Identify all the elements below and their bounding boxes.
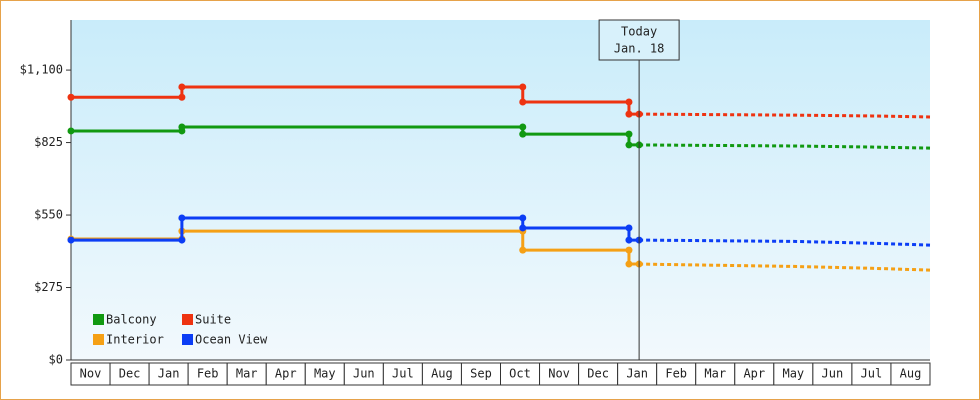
x-tick-label: Feb: [665, 367, 687, 381]
x-tick-label: Aug: [900, 367, 922, 381]
step-marker: [519, 214, 527, 222]
x-tick-label: Jun: [822, 367, 844, 381]
legend-label: Suite: [195, 313, 231, 327]
point-marker: [625, 260, 633, 268]
point-marker: [625, 110, 633, 118]
x-tick-label: Dec: [119, 367, 141, 381]
y-tick-label: $825: [34, 135, 63, 149]
point-marker: [67, 127, 75, 135]
x-tick-label: Jul: [392, 367, 414, 381]
forecast-line: [639, 262, 931, 272]
x-tick-label: May: [782, 367, 804, 381]
y-tick-label: $275: [34, 280, 63, 294]
step-marker: [625, 130, 633, 138]
point-marker: [519, 130, 527, 138]
x-tick-label: Nov: [548, 367, 570, 381]
x-tick-label: Apr: [275, 367, 297, 381]
y-tick-label: $1,100: [20, 63, 63, 77]
step-marker: [519, 83, 527, 91]
legend-label: Balcony: [106, 313, 157, 327]
x-tick-label: Sep: [470, 367, 492, 381]
x-tick-label: Oct: [509, 367, 531, 381]
today-box: [598, 19, 680, 61]
x-tick-label: Aug: [431, 367, 453, 381]
x-tick-label: Dec: [587, 367, 609, 381]
x-tick-label: Jan: [626, 367, 648, 381]
y-tick-label: $0: [49, 353, 63, 367]
point-marker: [67, 236, 75, 244]
x-tick-label: Jun: [353, 367, 375, 381]
forecast-line: [639, 112, 931, 119]
legend-swatch: [182, 334, 193, 345]
legend-label: Interior: [106, 333, 164, 347]
legend-swatch: [182, 314, 193, 325]
step-marker: [625, 224, 633, 232]
forecast-line: [639, 238, 931, 247]
x-tick-label: Mar: [236, 367, 258, 381]
point-marker: [519, 98, 527, 106]
today-label: Today: [621, 25, 657, 39]
today-label: Jan. 18: [614, 42, 665, 56]
plot-area: [71, 20, 930, 360]
forecast-line: [639, 143, 931, 150]
x-tick-label: May: [314, 367, 336, 381]
point-marker: [625, 141, 633, 149]
step-marker: [625, 98, 633, 106]
step-marker: [519, 123, 527, 131]
point-marker: [178, 123, 186, 131]
point-marker: [519, 224, 527, 232]
point-marker: [178, 83, 186, 91]
x-tick-label: Jan: [158, 367, 180, 381]
step-marker: [178, 93, 186, 101]
legend-swatch: [93, 334, 104, 345]
step-marker: [625, 246, 633, 254]
point-marker: [519, 246, 527, 254]
x-tick-label: Apr: [743, 367, 765, 381]
legend-label: Ocean View: [195, 333, 268, 347]
point-marker: [625, 236, 633, 244]
point-marker: [178, 214, 186, 222]
x-tick-label: Nov: [80, 367, 102, 381]
step-marker: [178, 236, 186, 244]
y-tick-label: $550: [34, 208, 63, 222]
legend-swatch: [93, 314, 104, 325]
x-tick-label: Jul: [861, 367, 883, 381]
point-marker: [67, 93, 75, 101]
x-tick-label: Mar: [704, 367, 726, 381]
x-tick-label: Feb: [197, 367, 219, 381]
month-cell: [890, 362, 931, 386]
